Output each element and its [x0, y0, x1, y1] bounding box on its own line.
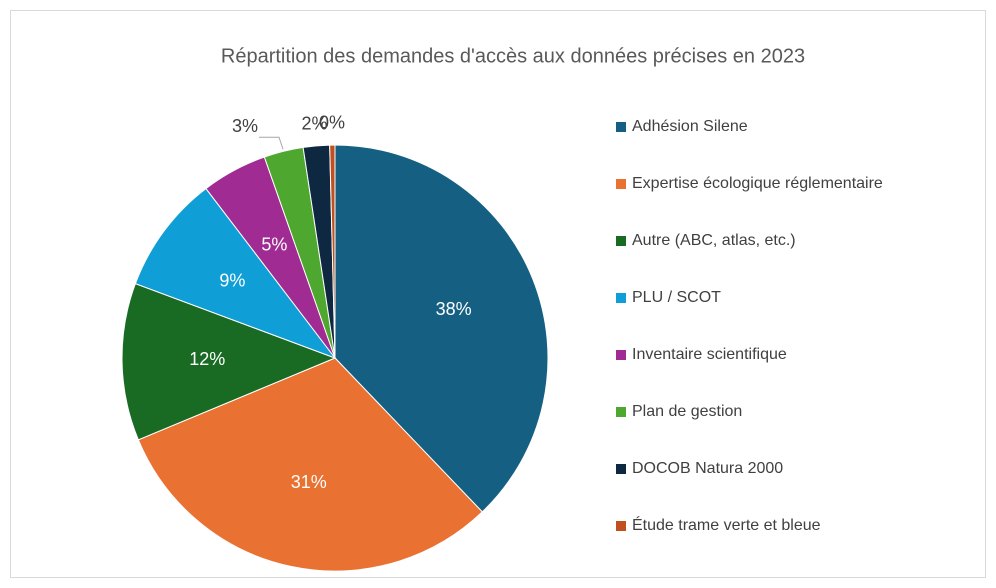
- chart-title: Répartition des demandes d'accès aux don…: [221, 45, 805, 67]
- data-label: 0%: [319, 112, 345, 132]
- data-label: 12%: [189, 349, 225, 369]
- legend-label: Adhésion Silene: [632, 118, 748, 135]
- legend-swatch: [616, 407, 626, 417]
- legend-swatch: [616, 179, 626, 189]
- pie-slice: [121, 282, 337, 441]
- legend-swatch: [616, 293, 626, 303]
- legend-swatch: [616, 236, 626, 246]
- legend-swatch: [616, 464, 626, 474]
- legend-label: Expertise écologique réglementaire: [632, 175, 883, 192]
- data-label: 3%: [232, 116, 258, 136]
- legend-label: Étude trame verte et bleue: [632, 515, 821, 534]
- data-label: 38%: [436, 299, 472, 319]
- legend-swatch: [616, 350, 626, 360]
- legend-swatch: [616, 521, 626, 531]
- leader-line: [259, 136, 284, 150]
- pie-slice: [334, 144, 549, 513]
- legend-label: Inventaire scientifique: [632, 346, 787, 363]
- data-label: 2%: [301, 113, 327, 133]
- pie-slice: [134, 187, 337, 360]
- pie-slice: [329, 144, 336, 359]
- pie-slice: [137, 357, 483, 572]
- legend-label: DOCOB Natura 2000: [632, 460, 783, 477]
- data-label: 5%: [261, 234, 287, 254]
- data-label: 31%: [291, 472, 327, 492]
- legend-swatch: [616, 122, 626, 132]
- data-label: 9%: [219, 271, 245, 291]
- legend-label: Plan de gestion: [632, 403, 742, 420]
- legend-label: Autre (ABC, atlas, etc.): [632, 232, 796, 249]
- legend-label: PLU / SCOT: [632, 289, 721, 306]
